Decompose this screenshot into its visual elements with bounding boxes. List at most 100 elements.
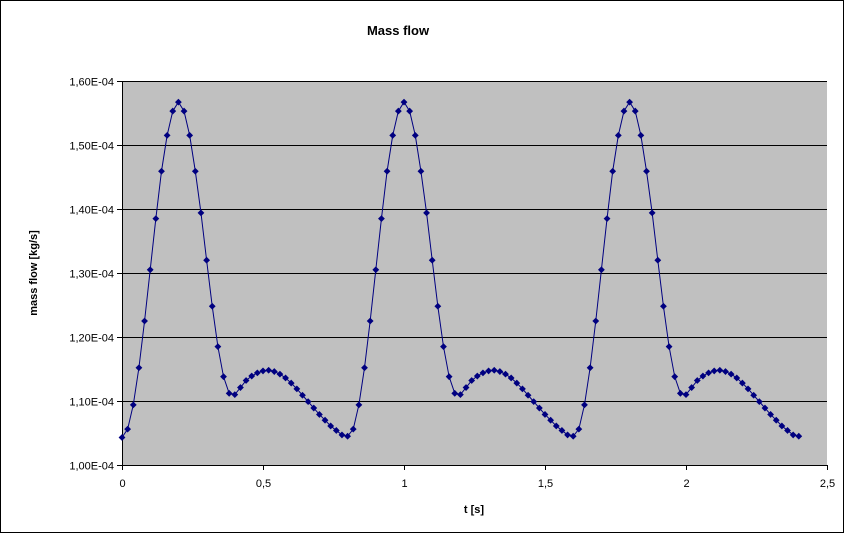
data-point [214,343,222,350]
data-point [716,366,724,374]
data-point [789,431,797,439]
data-point [620,107,628,115]
data-point [299,391,306,399]
data-point [710,367,718,375]
data-point [276,370,284,378]
data-point [496,368,504,375]
data-point [750,391,758,399]
data-point [383,167,391,175]
data-point [338,431,346,439]
data-point [242,377,250,384]
data-point [282,374,289,382]
data-point [631,107,639,115]
data-point [490,366,498,374]
data-point [180,107,188,115]
data-point [361,364,368,372]
data-point [530,398,538,406]
data-point [231,391,239,398]
data-point [479,369,487,377]
data-point [378,215,385,222]
data-point [507,374,515,382]
data-point [468,377,476,384]
data-point [733,374,741,382]
data-point [598,266,605,274]
x-tick-label: 1,5 [538,478,553,490]
data-point [146,266,154,274]
data-point [688,384,696,391]
data-point [411,132,419,139]
data-point [693,377,701,384]
y-tick-label: 1,50E-04 [69,141,114,153]
data-point [603,215,611,222]
data-point [513,379,521,387]
data-point [417,167,425,175]
series-group [118,98,803,441]
x-tick-label: 2 [683,478,689,490]
data-point [772,416,780,424]
data-point [304,398,312,406]
data-point [220,373,227,381]
data-point [609,167,617,175]
y-tick-label: 1,60E-04 [69,77,114,89]
data-point [502,370,509,378]
data-point [372,266,380,274]
data-point [660,302,667,310]
data-point [321,416,329,424]
data-point [445,373,453,381]
data-point [462,384,470,391]
data-point [197,209,205,217]
data-point [129,401,137,409]
data-point [784,427,791,434]
data-point [558,427,566,434]
y-tick-label: 1,20E-04 [69,333,114,345]
data-point [203,256,210,264]
data-point [355,401,363,409]
data-point [237,384,244,391]
data-point [705,369,712,377]
y-tick-label: 1,40E-04 [69,205,114,217]
data-point [186,132,194,139]
data-point [344,432,351,440]
data-point [637,132,645,139]
data-point [191,167,199,175]
data-point [434,302,442,310]
data-point [423,209,430,217]
data-point [270,368,278,375]
data-point [310,404,318,412]
data-point [124,425,132,433]
x-tick-label: 2,5 [820,478,835,490]
data-point [316,411,323,418]
data-point [169,107,177,115]
data-point [293,385,301,393]
data-point [349,425,357,433]
gridlines [122,81,827,402]
data-point [327,422,335,430]
data-point [473,372,481,380]
data-point [485,367,492,375]
data-point [389,132,397,139]
data-point [671,373,679,381]
x-tick-label: 1 [401,478,407,490]
data-point [253,369,261,377]
data-point [265,366,273,374]
data-point [259,367,267,375]
data-point [163,132,171,139]
data-point [727,370,735,378]
data-point [118,434,126,441]
data-point [406,107,414,115]
data-point [524,391,532,399]
data-point [575,425,583,433]
data-point [614,132,622,139]
data-point [248,372,256,380]
x-tick-label: 0,5 [256,478,271,490]
data-point [626,98,633,106]
data-point [400,98,408,106]
data-point [428,256,436,264]
data-point [569,432,577,440]
data-point [451,389,459,397]
data-point [581,401,588,409]
data-point [722,368,729,375]
data-point [665,343,673,350]
